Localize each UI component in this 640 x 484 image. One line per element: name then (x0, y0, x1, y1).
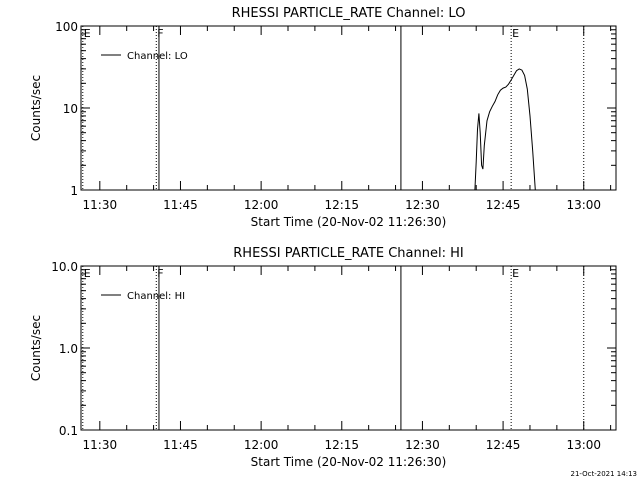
y-tick-label: 10.0 (51, 260, 78, 274)
x-tick-label: 11:30 (83, 198, 118, 212)
series-line (474, 68, 536, 191)
marker-label: E (84, 267, 91, 280)
x-axis-label: Start Time (20-Nov-02 11:26:30) (251, 455, 447, 469)
chart-title: RHESSI PARTICLE_RATE Channel: LO (232, 6, 466, 21)
marker-label: E (84, 27, 91, 40)
legend-entry: Channel: HI (127, 291, 185, 302)
x-tick-label: 13:00 (566, 198, 601, 212)
y-tick-label: 100 (55, 20, 78, 34)
x-tick-label: 12:45 (486, 438, 521, 452)
chart-panel-lo: RHESSI PARTICLE_RATE Channel: LO 1 10 100 11… (29, 6, 617, 229)
y-tick-label: 10 (63, 102, 78, 116)
x-axis-label: Start Time (20-Nov-02 11:26:30) (251, 215, 447, 229)
y-tick-label: 1.0 (59, 342, 78, 356)
marker-label: E (512, 27, 519, 40)
footer-timestamp: 21-Oct-2021 14:13 (571, 470, 637, 478)
x-tick-label: 12:00 (244, 198, 279, 212)
x-tick-label: 12:00 (244, 438, 279, 452)
legend-entry: Channel: LO (127, 51, 188, 62)
marker-label: E (512, 267, 519, 280)
x-tick-label: 12:15 (324, 438, 359, 452)
x-tick-label: 11:45 (163, 438, 198, 452)
x-tick-label: 12:15 (324, 198, 359, 212)
y-tick-label: 0.1 (59, 424, 78, 438)
x-tick-label: 13:00 (566, 438, 601, 452)
chart-title: RHESSI PARTICLE_RATE Channel: HI (233, 246, 463, 261)
x-tick-label: 12:30 (405, 198, 440, 212)
chart-panel-hi: RHESSI PARTICLE_RATE Channel: HI 0.1 1.0 10… (29, 246, 617, 469)
y-axis-label: Counts/sec (29, 315, 43, 381)
x-tick-label: 12:45 (486, 198, 521, 212)
x-tick-label: 11:45 (163, 198, 198, 212)
y-tick-label: 1 (70, 184, 78, 198)
x-tick-label: 12:30 (405, 438, 440, 452)
y-axis-label: Counts/sec (29, 75, 43, 141)
marker-label: F (157, 27, 163, 40)
x-tick-label: 11:30 (83, 438, 118, 452)
marker-label: F (157, 267, 163, 280)
